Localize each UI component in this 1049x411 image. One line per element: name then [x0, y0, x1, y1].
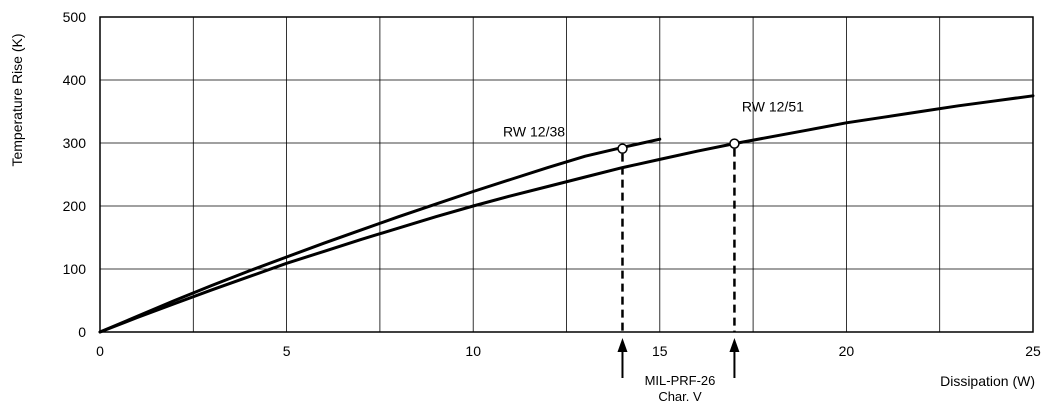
- data-marker: [729, 138, 740, 149]
- y-tick-label: 100: [63, 261, 87, 277]
- x-tick-label: 10: [465, 343, 481, 359]
- x-tick-label: 5: [283, 343, 291, 359]
- y-tick-label: 500: [63, 9, 87, 25]
- y-tick-label: 0: [78, 324, 86, 340]
- x-tick-label: 25: [1025, 343, 1041, 359]
- series-line-0: [98, 137, 662, 334]
- x-tick-label: 20: [839, 343, 855, 359]
- arrow-head: [617, 338, 628, 352]
- annotation-drop-lines: [617, 148, 740, 378]
- plot-frame: [99, 16, 1034, 333]
- data-marker: [617, 143, 628, 154]
- tick-labels: 0 5 10 15 20 25 0 100 200 300 400 500: [63, 9, 1041, 359]
- series-label-rw-12-38: RW 12/38: [503, 124, 565, 140]
- series-labels: RW 12/38 RW 12/51: [503, 98, 804, 139]
- y-tick-label: 200: [63, 198, 87, 214]
- x-tick-label: 15: [652, 343, 668, 359]
- arrow-head: [729, 338, 740, 352]
- annotation-line-2: Char. V: [658, 389, 702, 404]
- series-label-rw-12-51: RW 12/51: [742, 98, 804, 114]
- x-tick-label: 0: [96, 343, 104, 359]
- grid: [100, 17, 1033, 332]
- y-tick-label: 300: [63, 135, 87, 151]
- y-tick-label: 400: [63, 72, 87, 88]
- series-line-1: [98, 94, 1035, 334]
- x-axis-label: Dissipation (W): [940, 373, 1035, 389]
- series-group: [98, 94, 1035, 334]
- y-axis-label: Temperature Rise (K): [9, 33, 25, 166]
- annotation-line-1: MIL-PRF-26: [645, 373, 716, 388]
- marker-group: [617, 138, 740, 154]
